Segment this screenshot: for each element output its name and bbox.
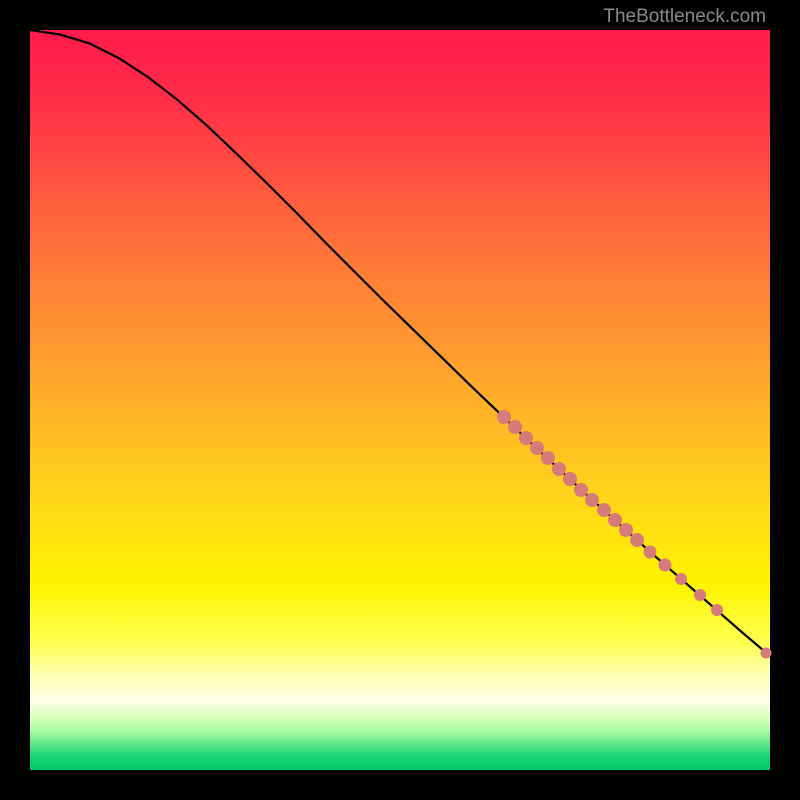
data-marker (675, 573, 687, 585)
data-marker (644, 546, 657, 559)
data-marker (658, 559, 671, 572)
data-marker (694, 589, 706, 601)
outer-frame: TheBottleneck.com (0, 0, 800, 800)
plot-area (30, 30, 770, 770)
data-marker (761, 648, 772, 659)
data-marker (711, 604, 723, 616)
watermark-label: TheBottleneck.com (603, 6, 766, 28)
data-markers-layer (30, 30, 770, 770)
data-marker (630, 533, 644, 547)
